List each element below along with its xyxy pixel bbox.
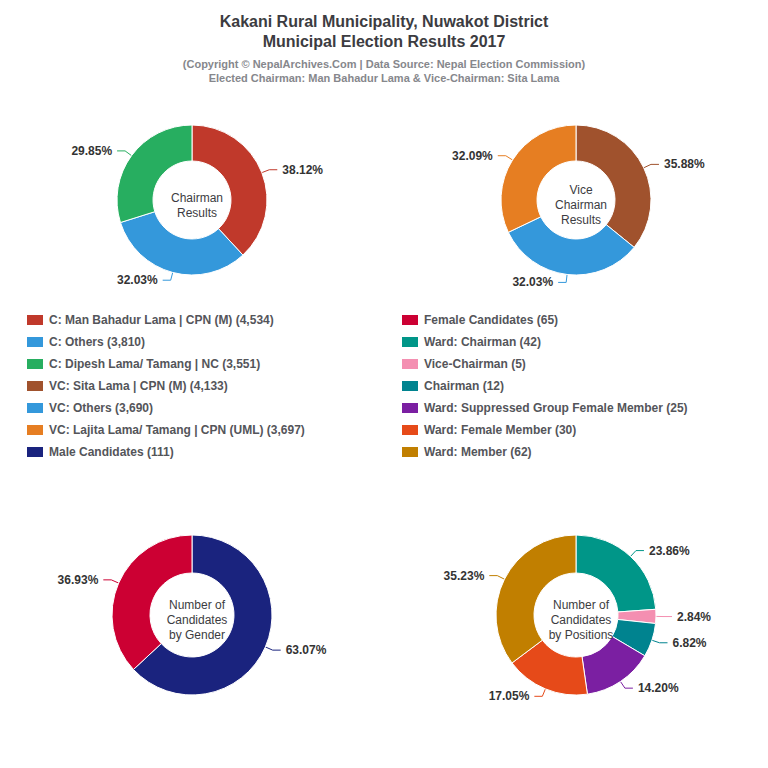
svg-text:VC: Others (3,690): VC: Others (3,690) (49, 401, 153, 415)
svg-text:VC: Lajita Lama/ Tamang | CPN: VC: Lajita Lama/ Tamang | CPN (UML) (3,6… (49, 423, 305, 437)
svg-text:Chairman (12): Chairman (12) (424, 379, 504, 393)
svg-text:14.20%: 14.20% (638, 681, 679, 695)
svg-text:Chairman: Chairman (171, 191, 223, 205)
svg-text:Kakani Rural Municipality, Nuw: Kakani Rural Municipality, Nuwakot Distr… (220, 13, 549, 30)
svg-text:Vice: Vice (569, 183, 592, 197)
svg-text:Candidates: Candidates (551, 613, 612, 627)
svg-text:63.07%: 63.07% (286, 643, 327, 657)
svg-text:VC: Sita Lama | CPN (M) (4,133: VC: Sita Lama | CPN (M) (4,133) (49, 379, 228, 393)
svg-text:by Positions: by Positions (549, 628, 614, 642)
svg-text:Ward: Female Member (30): Ward: Female Member (30) (424, 423, 576, 437)
svg-text:17.05%: 17.05% (489, 689, 530, 703)
svg-text:38.12%: 38.12% (282, 163, 323, 177)
svg-text:Results: Results (561, 213, 601, 227)
svg-text:Ward: Member (62): Ward: Member (62) (424, 445, 532, 459)
svg-text:32.03%: 32.03% (512, 275, 553, 289)
svg-text:Municipal Election Results 201: Municipal Election Results 2017 (263, 33, 506, 50)
svg-text:32.09%: 32.09% (452, 149, 493, 163)
svg-text:Male Candidates (111): Male Candidates (111) (49, 445, 174, 459)
svg-text:Ward: Suppressed Group Female: Ward: Suppressed Group Female Member (25… (424, 401, 688, 415)
svg-text:29.85%: 29.85% (71, 144, 112, 158)
svg-text:C: Man Bahadur Lama | CPN (M): C: Man Bahadur Lama | CPN (M) (4,534) (49, 313, 274, 327)
svg-text:36.93%: 36.93% (58, 573, 99, 587)
svg-text:Number of: Number of (553, 598, 610, 612)
svg-text:(Copyright © NepalArchives.Com: (Copyright © NepalArchives.Com | Data So… (183, 58, 586, 70)
svg-text:Ward: Chairman (42): Ward: Chairman (42) (424, 335, 541, 349)
svg-text:Chairman: Chairman (555, 198, 607, 212)
svg-text:6.82%: 6.82% (673, 636, 707, 650)
svg-text:C: Dipesh Lama/ Tamang | NC (3: C: Dipesh Lama/ Tamang | NC (3,551) (49, 357, 260, 371)
svg-text:Candidates: Candidates (167, 613, 228, 627)
svg-text:Elected Chairman: Man Bahadur: Elected Chairman: Man Bahadur Lama & Vic… (209, 72, 561, 84)
svg-text:C: Others (3,810): C: Others (3,810) (49, 335, 145, 349)
svg-text:23.86%: 23.86% (649, 544, 690, 558)
svg-text:Female Candidates (65): Female Candidates (65) (424, 313, 558, 327)
svg-text:35.23%: 35.23% (444, 569, 485, 583)
svg-text:32.03%: 32.03% (117, 273, 158, 287)
svg-text:Vice-Chairman (5): Vice-Chairman (5) (424, 357, 526, 371)
svg-text:2.84%: 2.84% (677, 610, 711, 624)
svg-text:Number of: Number of (169, 598, 226, 612)
svg-text:Results: Results (177, 206, 217, 220)
svg-text:35.88%: 35.88% (664, 157, 705, 171)
svg-text:by Gender: by Gender (169, 628, 225, 642)
